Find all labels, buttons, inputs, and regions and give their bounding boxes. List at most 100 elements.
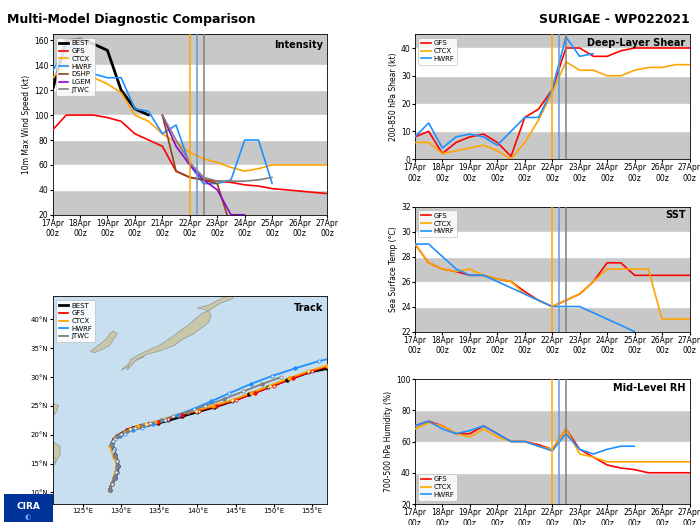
Legend: BEST, GFS, CTCX, HWRF, JTWC: BEST, GFS, CTCX, HWRF, JTWC (56, 300, 95, 342)
BEST (108, 481, 116, 487)
CTCX (111, 435, 119, 441)
BEST (113, 458, 122, 464)
HWRF (149, 421, 158, 427)
GFS (288, 375, 297, 381)
GFS (109, 436, 118, 443)
CTCX (111, 469, 119, 476)
GFS (123, 427, 132, 433)
BEST (114, 464, 122, 470)
JTWC (239, 388, 247, 395)
JTWC (113, 433, 121, 439)
CTCX (111, 458, 120, 464)
GFS (111, 475, 119, 481)
BEST (113, 433, 122, 439)
JTWC (131, 425, 139, 431)
CTCX (116, 432, 124, 438)
JTWC (109, 475, 118, 481)
Legend: GFS, CTCX, HWRF: GFS, CTCX, HWRF (419, 210, 457, 237)
GFS (231, 397, 239, 403)
JTWC (220, 396, 228, 402)
Bar (415, 379, 690, 410)
HWRF (246, 381, 255, 387)
HWRF (109, 446, 118, 453)
Y-axis label: Sea Surface Temp (°C): Sea Surface Temp (°C) (389, 226, 398, 312)
BEST (136, 423, 144, 429)
BEST (304, 369, 312, 375)
JTWC (146, 420, 154, 426)
BEST (284, 377, 292, 383)
HWRF (395, 345, 404, 351)
Polygon shape (45, 403, 59, 423)
HWRF (108, 481, 116, 487)
CTCX (151, 419, 160, 425)
HWRF (116, 433, 124, 439)
GFS (327, 362, 335, 369)
Polygon shape (197, 293, 235, 311)
Polygon shape (121, 355, 144, 370)
Bar (52, 165, 327, 190)
HWRF (139, 425, 147, 431)
JTWC (111, 469, 120, 476)
Line: BEST: BEST (110, 369, 327, 490)
GFS (136, 423, 144, 429)
JTWC (123, 427, 132, 434)
Bar (52, 115, 327, 140)
BEST (111, 452, 119, 458)
JTWC (258, 381, 267, 387)
GFS (113, 469, 122, 476)
HWRF (111, 475, 119, 481)
BEST (109, 436, 118, 443)
CTCX (106, 487, 114, 493)
GFS (144, 421, 152, 427)
BEST (263, 384, 272, 391)
JTWC (107, 442, 116, 448)
BEST (106, 487, 114, 493)
HWRF (290, 365, 299, 372)
GFS (128, 425, 136, 431)
HWRF (207, 398, 216, 404)
CTCX (108, 449, 116, 455)
GFS (113, 433, 122, 439)
CTCX (323, 362, 331, 369)
CTCX (108, 438, 116, 445)
GFS (108, 440, 116, 447)
CTCX (141, 421, 150, 427)
Legend: GFS, CTCX, HWRF: GFS, CTCX, HWRF (419, 38, 457, 65)
BEST (210, 404, 218, 410)
GFS (307, 368, 316, 374)
HWRF (342, 352, 350, 358)
GFS (106, 487, 114, 493)
Line: CTCX: CTCX (110, 365, 327, 490)
BEST (117, 430, 125, 437)
GFS (109, 446, 118, 453)
HWRF (225, 390, 234, 396)
CTCX (109, 475, 118, 481)
Bar (415, 103, 690, 131)
Y-axis label: 10m Max Wind Speed (kt): 10m Max Wind Speed (kt) (22, 75, 31, 174)
GFS (251, 390, 259, 396)
BEST (245, 391, 253, 397)
Bar (415, 442, 690, 472)
Text: SURIGAE - WP022021: SURIGAE - WP022021 (539, 13, 690, 26)
CTCX (228, 397, 236, 403)
BEST (144, 421, 152, 427)
Bar (52, 65, 327, 90)
JTWC (113, 464, 122, 470)
BEST (128, 425, 136, 431)
Polygon shape (26, 442, 60, 504)
BEST (108, 440, 116, 447)
GFS (117, 430, 125, 437)
HWRF (106, 487, 114, 493)
Y-axis label: 200-850 hPa Shear (kt): 200-850 hPa Shear (kt) (389, 52, 398, 141)
BEST (178, 413, 186, 419)
BEST (193, 408, 202, 415)
CTCX (285, 375, 293, 381)
CTCX (304, 368, 312, 374)
GFS (178, 412, 186, 418)
HWRF (114, 464, 122, 470)
CTCX (134, 423, 142, 429)
JTWC (108, 481, 116, 487)
JTWC (111, 453, 119, 459)
GFS (270, 383, 278, 389)
Text: SST: SST (665, 211, 685, 220)
